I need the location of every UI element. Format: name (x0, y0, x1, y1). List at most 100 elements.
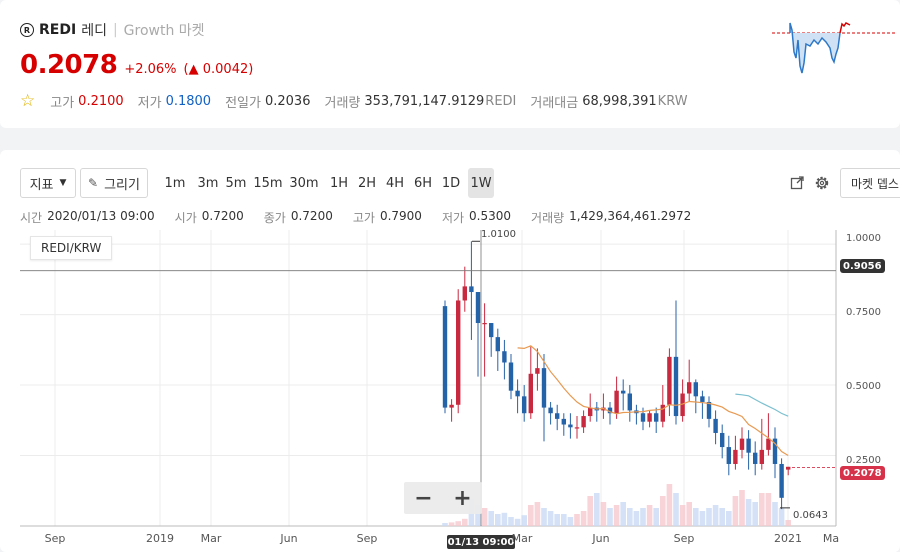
volume-bar (759, 493, 765, 526)
volume-bar (693, 508, 699, 526)
volume-bar (679, 505, 686, 526)
timeframe-1w[interactable]: 1W (468, 168, 494, 198)
candle-body (548, 407, 553, 414)
candle-body (647, 413, 652, 422)
max-price-label: 1.0100 (481, 229, 516, 240)
chart-card: 지표 ▼ ✎ 그리기 1m 3m 5m 15m 30m 1H 2H 4H 6H 1D 1W 마켓 뎁… (0, 150, 900, 552)
candle-body (528, 373, 533, 414)
timeframe-4h[interactable]: 4H (385, 175, 405, 191)
timeframe-1h[interactable]: 1H (329, 175, 349, 191)
volume-bar (646, 505, 653, 526)
pair-label: REDI/KRW (30, 236, 113, 260)
timeframe-2h[interactable]: 2H (357, 175, 377, 191)
zoom-control: − + (404, 482, 482, 514)
volume-bar (448, 522, 455, 526)
volume-bar (508, 517, 514, 526)
volume-bar (580, 511, 587, 526)
x-tick-label: Mar (511, 532, 533, 545)
volume-bar (462, 518, 468, 526)
volume-bar (481, 508, 488, 526)
volume-bar (712, 505, 719, 526)
volume-bar (561, 514, 567, 526)
y-tick-label: 0.7500 (846, 307, 881, 318)
indicator-label: 지표 (29, 177, 54, 193)
close-label: 종가 (263, 211, 286, 225)
timeframe-5m[interactable]: 5m (225, 175, 247, 191)
x-tick-label: Ma (822, 532, 840, 545)
favorite-star-icon[interactable]: ☆ (20, 91, 36, 111)
volume-bar (660, 496, 666, 526)
prev-close-label: 전일가 (225, 95, 261, 111)
fullscreen-icon[interactable] (786, 172, 808, 194)
candle-body (462, 286, 467, 301)
volume-bar (455, 521, 461, 526)
time-label: 시간 (20, 211, 43, 225)
zoom-in-button[interactable]: + (453, 485, 472, 511)
volume-bar (607, 508, 613, 526)
volume-bar (567, 517, 574, 526)
trade-amount-value: 68,998,391 (582, 93, 657, 109)
volume-bar (653, 508, 659, 526)
market-depth-button[interactable]: 마켓 뎁스 (840, 168, 900, 198)
candle-body (456, 300, 461, 405)
moving-average-line (517, 345, 789, 457)
candle-body (449, 404, 454, 408)
timeframe-1m[interactable]: 1m (164, 175, 186, 191)
market-depth-label: 마켓 뎁스 (851, 176, 899, 191)
candle-body (779, 463, 784, 498)
draw-button[interactable]: ✎ 그리기 (80, 168, 148, 198)
volume-bar (620, 502, 626, 526)
timeframe-1d[interactable]: 1D (441, 175, 461, 191)
x-tick-label: Sep (673, 532, 695, 545)
volume-bar (726, 511, 732, 526)
candle-body (508, 362, 514, 391)
min-price-label: 0.0643 (793, 510, 828, 521)
volume-bar (613, 505, 620, 526)
x-tick-label: Jun (280, 532, 298, 545)
time-value: 2020/01/13 09:00 (47, 209, 155, 223)
change-value: (▲ 0.0042) (183, 62, 254, 77)
candle-body (555, 413, 560, 419)
current-price: 0.2078 (20, 50, 118, 80)
indicator-button[interactable]: 지표 ▼ (20, 168, 76, 198)
candle-body (693, 382, 698, 397)
close-value: 0.7200 (290, 209, 333, 223)
low-value: 0.1800 (165, 93, 212, 109)
timeframe-6h[interactable]: 6H (413, 175, 433, 191)
volume-bar (739, 490, 745, 526)
volume-bar (442, 523, 448, 526)
volume-bar (640, 508, 646, 526)
candle-body (654, 413, 659, 422)
volume-unit: REDI (485, 93, 517, 109)
coin-title: R REDI 레디 | Growth 마켓 (20, 20, 205, 40)
volume-bar (534, 502, 541, 526)
x-tick-label: 2019 (146, 532, 174, 545)
change-percent: +2.06% (124, 62, 177, 77)
candle-body (475, 292, 481, 324)
candle-body (640, 413, 646, 422)
timeframe-30m[interactable]: 30m (289, 175, 319, 191)
candle-body (700, 396, 705, 402)
y-tick-label: 1.0000 (846, 233, 881, 244)
coin-korean-name: 레디 (81, 23, 107, 39)
timeframe-3m[interactable]: 3m (197, 175, 219, 191)
candle-body (627, 393, 632, 411)
y-tick-label: 0.5000 (846, 381, 881, 392)
trade-amount-label: 거래대금 (530, 95, 579, 111)
candle-body (561, 418, 566, 425)
candle-body (667, 356, 672, 405)
candle-body (621, 390, 626, 394)
volume-bar (719, 508, 725, 526)
x-tick-label: 2021 (774, 532, 802, 545)
zoom-out-button[interactable]: − (414, 485, 433, 511)
candle-body (660, 404, 665, 422)
settings-gear-icon[interactable] (811, 172, 833, 194)
volume-bar (475, 505, 481, 526)
open-value: 0.7200 (201, 209, 244, 223)
candlestick-chart[interactable] (0, 150, 900, 552)
moving-average-line (735, 393, 789, 417)
timeframe-15m[interactable]: 15m (253, 175, 283, 191)
high-label: 고가 (352, 211, 375, 225)
volume-bar (706, 508, 712, 526)
x-tick-label: Sep (356, 532, 378, 545)
